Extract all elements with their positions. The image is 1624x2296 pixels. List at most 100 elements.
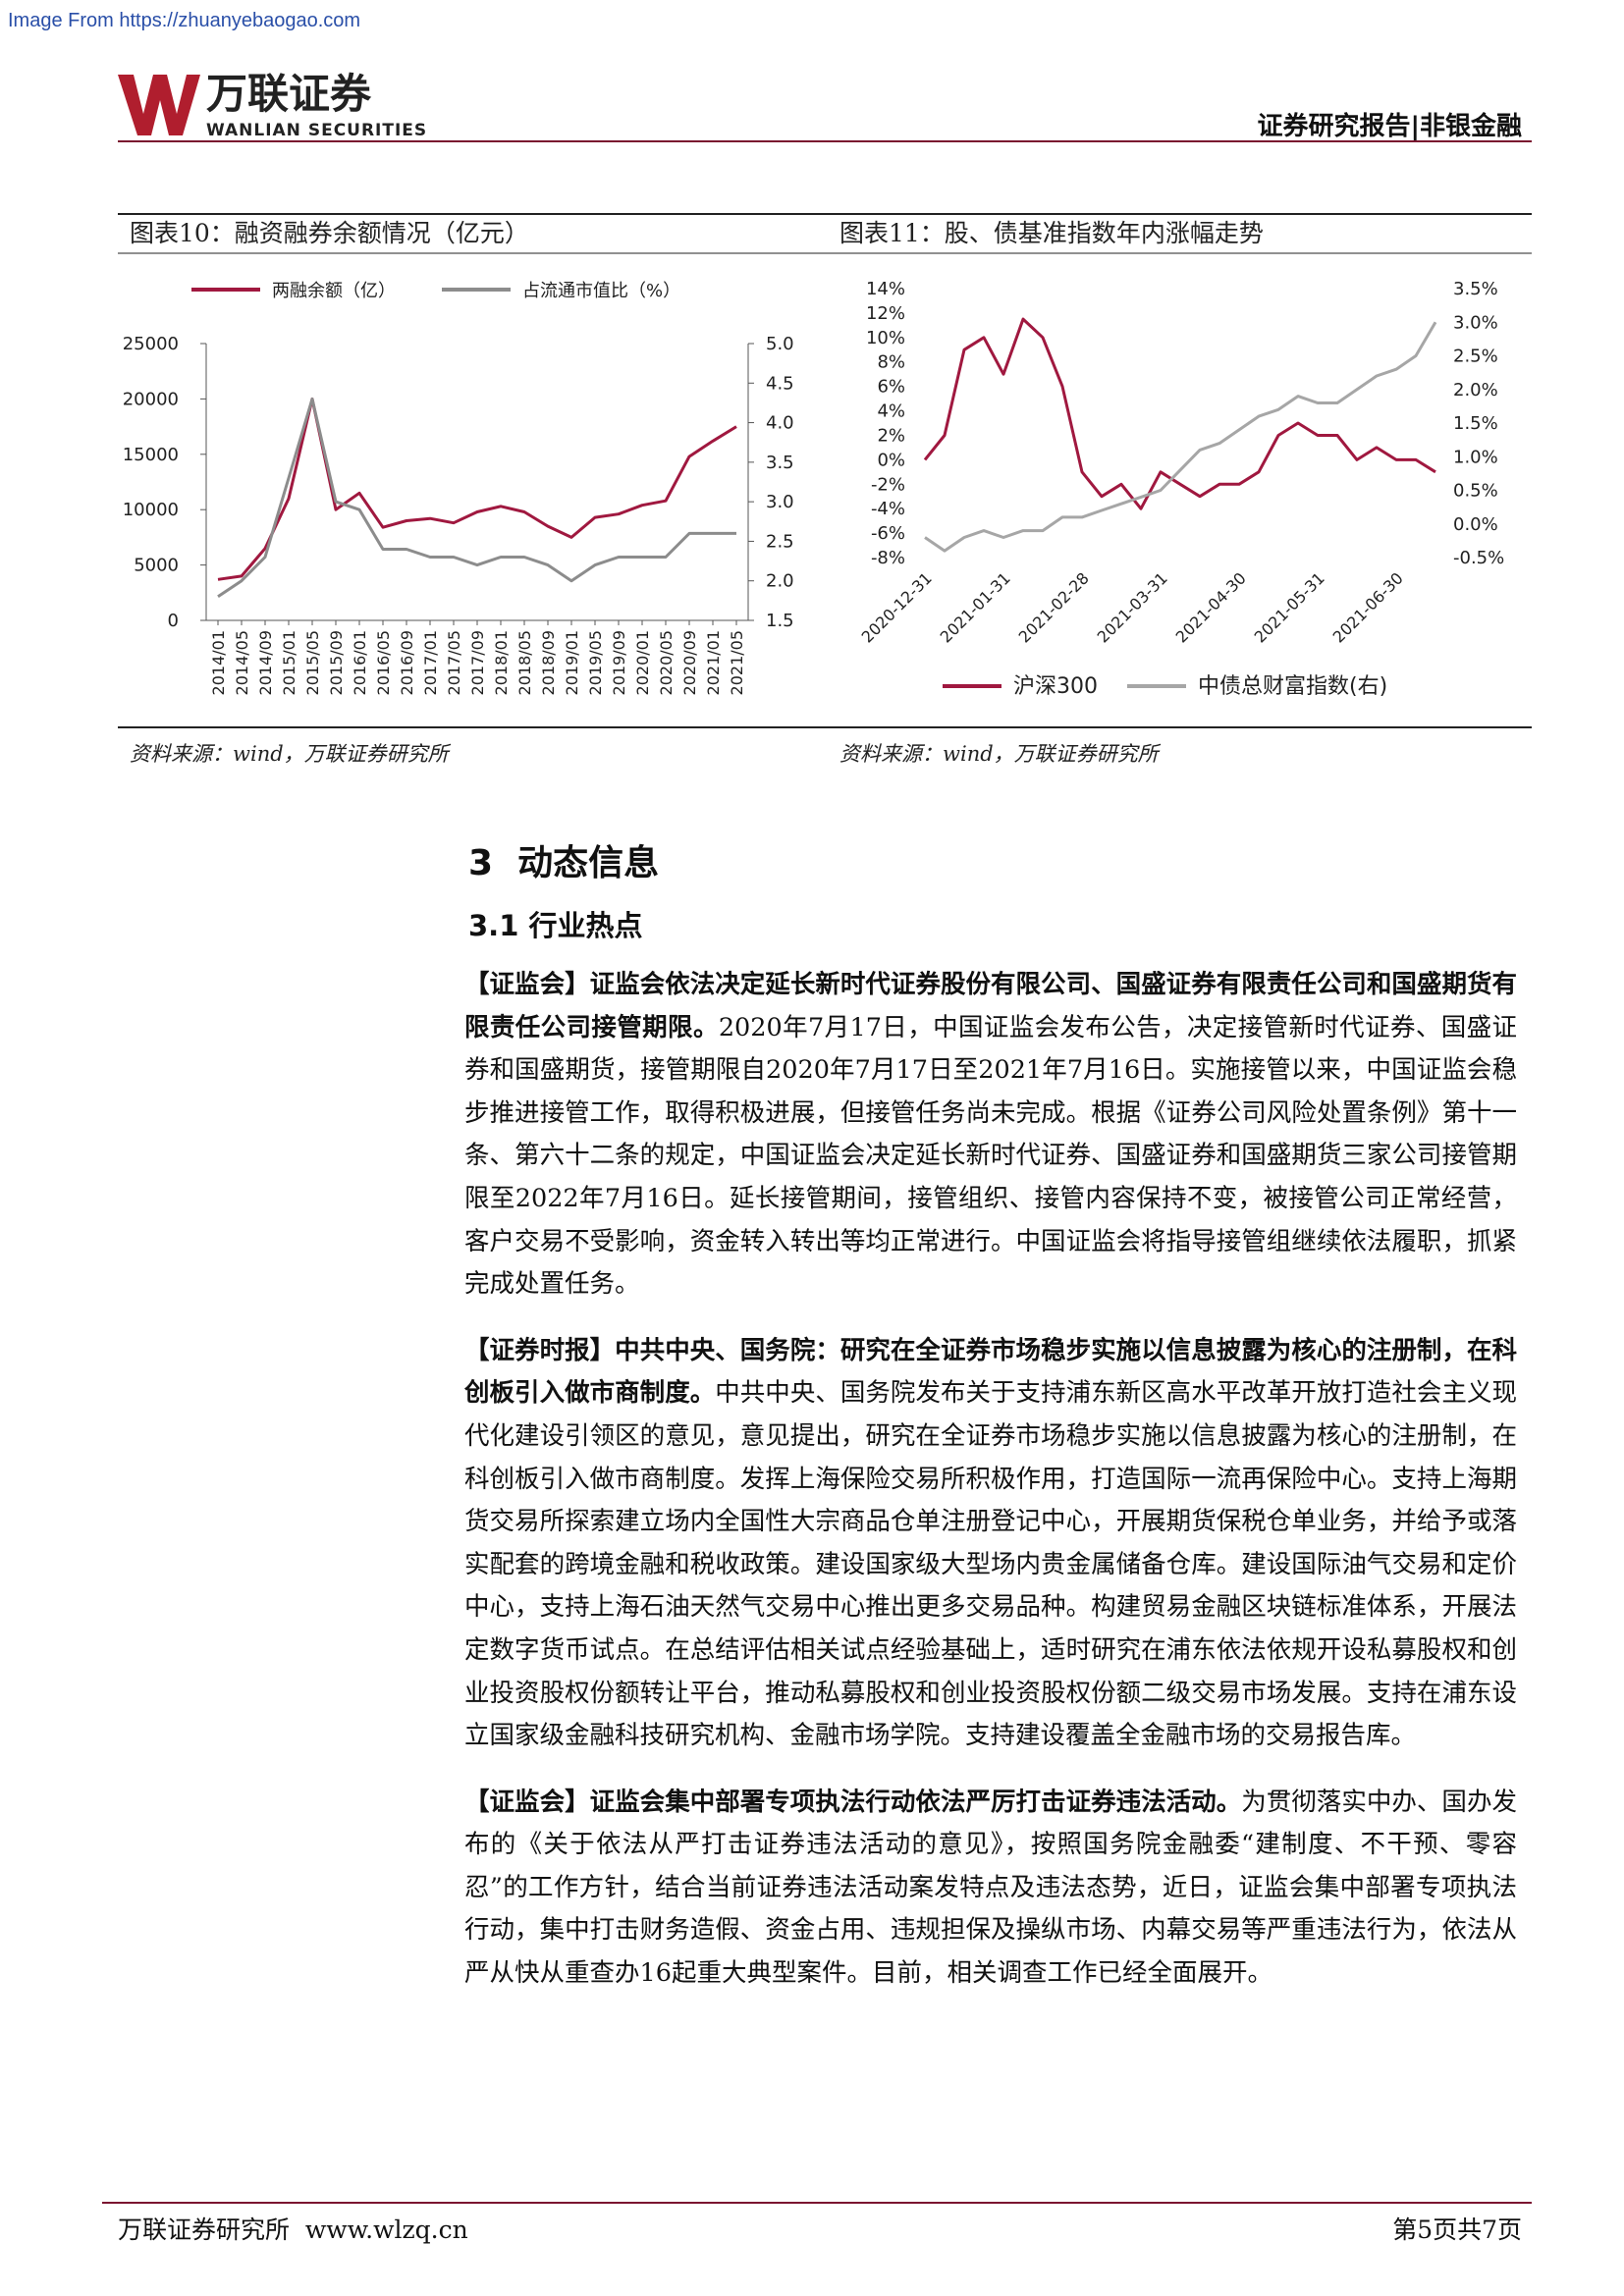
y-tick-label: 20000 bbox=[123, 389, 179, 409]
footer-left: 万联证券研究所 www.wlzq.cn bbox=[118, 2216, 468, 2244]
x-tick-label: 2021-06-30 bbox=[1329, 568, 1407, 646]
paragraph-lead: 【证监会】证监会集中部署专项执法行动依法严厉打击证券违法活动。 bbox=[464, 1787, 1242, 1817]
x-tick-label: 2018/09 bbox=[539, 630, 558, 695]
y-tick-label: -2% bbox=[871, 474, 905, 495]
y-tick-label: 4% bbox=[877, 401, 905, 422]
legend-label: 中债总财富指数(右) bbox=[1198, 674, 1387, 699]
paragraph-text: 为贯彻落实中办、国办发布的《关于依法从严打击证券违法活动的意见》，按照国务院金融… bbox=[464, 1787, 1517, 1989]
body: 【证监会】证监会依法决定延长新时代证券股份有限公司、国盛证券有限责任公司和国盛期… bbox=[464, 964, 1517, 2019]
series-line bbox=[217, 397, 737, 581]
paragraph-text: 中共中央、国务院发布关于支持浦东新区高水平改革开放打造社会主义现代化建设引领区的… bbox=[464, 1378, 1517, 1751]
logo-cn: 万联证券 bbox=[206, 71, 372, 118]
paragraph-text: 2020年7月17日，中国证监会发布公告，决定接管新时代证券、国盛证券和国盛期货… bbox=[464, 1012, 1517, 1300]
x-tick-label: 2017/01 bbox=[421, 630, 440, 695]
x-tick-label: 2015/01 bbox=[280, 630, 298, 695]
x-tick-label: 2021/05 bbox=[728, 630, 746, 695]
paragraph: 【证监会】证监会集中部署专项执法行动依法严厉打击证券违法活动。为贯彻落实中办、国… bbox=[464, 1782, 1517, 1996]
y2-tick-label: 3.0 bbox=[766, 492, 794, 512]
legend-label: 两融余额（亿） bbox=[272, 281, 396, 301]
header-rule bbox=[118, 140, 1532, 142]
source: 资料来源：wind，万联证券研究所 bbox=[839, 742, 1159, 766]
y2-tick-label: 1.0% bbox=[1453, 447, 1498, 467]
x-tick-label: 2019/01 bbox=[563, 630, 581, 695]
x-tick-label: 2014/01 bbox=[209, 630, 228, 695]
y-tick-label: -8% bbox=[871, 548, 905, 568]
logo-en: WANLIAN SECURITIES bbox=[206, 121, 427, 140]
series-line bbox=[217, 397, 736, 599]
y-tick-label: -4% bbox=[871, 499, 905, 519]
y-tick-label: 6% bbox=[877, 377, 905, 398]
y2-tick-label: 3.5% bbox=[1453, 279, 1498, 299]
logo: 万联证券 WANLIAN SECURITIES bbox=[118, 71, 427, 140]
y-tick-label: 12% bbox=[866, 303, 905, 324]
source: 资料来源：wind，万联证券研究所 bbox=[130, 742, 449, 766]
footer-right: 第5页共7页 bbox=[1392, 2216, 1522, 2244]
x-tick-label: 2014/05 bbox=[233, 630, 251, 695]
y2-tick-label: 2.5% bbox=[1453, 347, 1498, 367]
y2-tick-label: -0.5% bbox=[1453, 548, 1504, 568]
y2-tick-label: 1.5% bbox=[1453, 413, 1498, 434]
x-tick-label: 2021-02-28 bbox=[1015, 568, 1093, 646]
subsection-title: 3.1 行业热点 bbox=[468, 909, 643, 942]
x-tick-label: 2018/05 bbox=[515, 630, 534, 695]
y2-tick-label: 2.5 bbox=[766, 531, 794, 552]
x-tick-label: 2014/09 bbox=[256, 630, 275, 695]
y-tick-label: 10% bbox=[866, 328, 905, 348]
y-tick-label: 10000 bbox=[123, 500, 179, 520]
x-tick-label: 2021-04-30 bbox=[1172, 568, 1250, 646]
logo-mark bbox=[118, 75, 200, 135]
x-tick-label: 2021/01 bbox=[704, 630, 723, 695]
x-tick-label: 2020/05 bbox=[657, 630, 676, 695]
chart-title: 图表11：股、债基准指数年内涨幅走势 bbox=[839, 219, 1264, 247]
y2-tick-label: 1.5 bbox=[766, 611, 794, 631]
y-tick-label: 0% bbox=[877, 450, 905, 470]
y2-tick-label: 2.0% bbox=[1453, 380, 1498, 400]
x-tick-label: 2018/01 bbox=[492, 630, 511, 695]
legend-label: 沪深300 bbox=[1013, 674, 1098, 699]
x-tick-label: 2017/05 bbox=[445, 630, 463, 695]
y2-tick-label: 2.0 bbox=[766, 571, 794, 592]
x-tick-label: 2021-03-31 bbox=[1094, 568, 1171, 646]
section-title: 3 动态信息 bbox=[468, 843, 660, 883]
y-tick-label: 0 bbox=[168, 611, 179, 631]
legend-label: 占流通市值比（%） bbox=[522, 281, 680, 301]
y2-tick-label: 4.0 bbox=[766, 413, 794, 434]
watermark: Image From https://zhuanyebaogao.com bbox=[8, 10, 361, 31]
x-tick-label: 2019/05 bbox=[586, 630, 605, 695]
y2-tick-label: 3.0% bbox=[1453, 312, 1498, 333]
y-tick-label: 25000 bbox=[123, 334, 179, 354]
series-line bbox=[924, 321, 1437, 553]
x-tick-label: 2020-12-31 bbox=[858, 568, 936, 646]
charts: 图表10：融资融券余额情况（亿元） 0 5000 10000 15000 20000 250… bbox=[118, 213, 1532, 728]
report-type: 证券研究报告|非银金融 bbox=[1257, 112, 1523, 141]
paragraph-lead: 【证券时报】中共中央、国务院：研究在全证券市场稳步实施以信息披露为核心的注册制，… bbox=[464, 1335, 1517, 1409]
x-tick-label: 2017/09 bbox=[468, 630, 487, 695]
paragraph: 【证监会】证监会依法决定延长新时代证券股份有限公司、国盛证券有限责任公司和国盛期… bbox=[464, 964, 1517, 1307]
x-tick-label: 2016/05 bbox=[374, 630, 393, 695]
x-tick-label: 2020/09 bbox=[680, 630, 699, 695]
x-tick-label: 2015/05 bbox=[303, 630, 322, 695]
y2-tick-label: 0.5% bbox=[1453, 481, 1498, 502]
y2-tick-label: 4.5 bbox=[766, 373, 794, 394]
y-tick-label: 5000 bbox=[134, 556, 179, 576]
x-tick-label: 2019/09 bbox=[610, 630, 628, 695]
y-tick-label: 14% bbox=[866, 279, 905, 299]
y2-tick-label: 3.5 bbox=[766, 453, 794, 473]
x-tick-label: 2016/01 bbox=[351, 630, 369, 695]
y2-tick-label: 0.0% bbox=[1453, 514, 1498, 535]
x-tick-label: 2021-05-31 bbox=[1251, 568, 1328, 646]
y-tick-label: -6% bbox=[871, 523, 905, 544]
paragraph-lead: 【证监会】证监会依法决定延长新时代证券股份有限公司、国盛证券有限责任公司和国盛期… bbox=[464, 970, 1517, 1042]
chart-title: 图表10：融资融券余额情况（亿元） bbox=[130, 219, 529, 247]
y-tick-label: 15000 bbox=[123, 445, 179, 465]
series-line bbox=[923, 317, 1436, 510]
y-tick-label: 8% bbox=[877, 352, 905, 373]
x-tick-label: 2016/09 bbox=[398, 630, 416, 695]
x-tick-label: 2015/09 bbox=[327, 630, 346, 695]
footer-rule bbox=[102, 2202, 1532, 2204]
y2-tick-label: 5.0 bbox=[766, 334, 794, 354]
x-tick-label: 2020/01 bbox=[633, 630, 652, 695]
x-tick-label: 2021-01-31 bbox=[937, 568, 1014, 646]
y-tick-label: 2% bbox=[877, 425, 905, 446]
